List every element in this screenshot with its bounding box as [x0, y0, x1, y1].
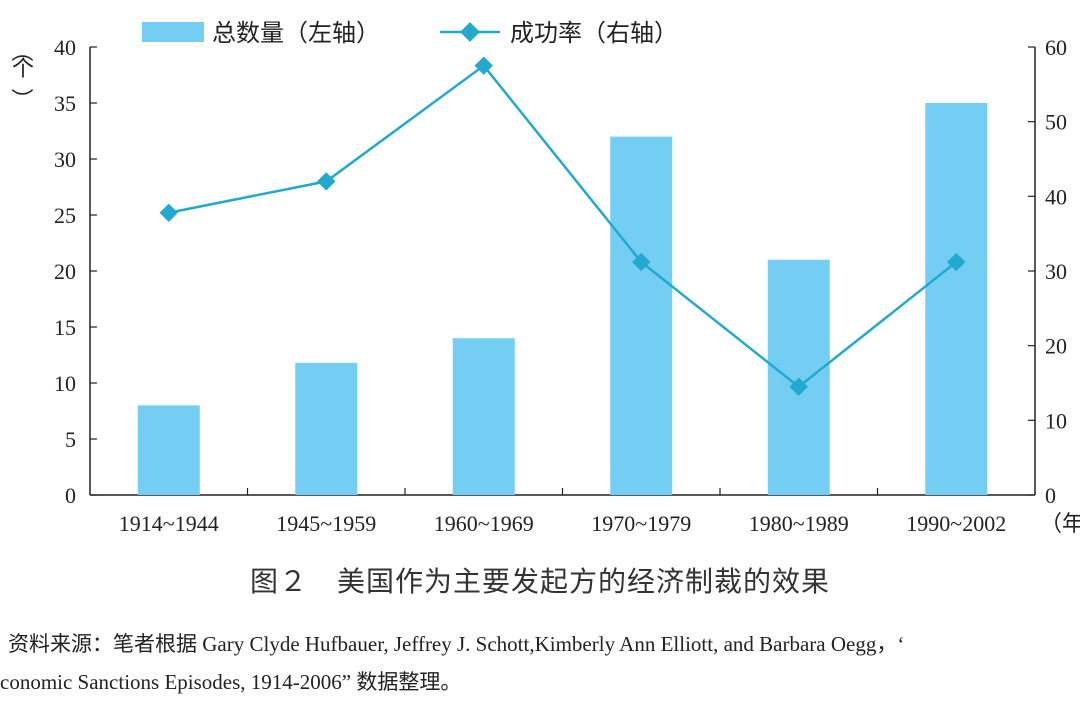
- y-left-tick-label: 5: [65, 427, 76, 452]
- x-tick-label: 1970~1979: [591, 511, 691, 536]
- y-left-unit-char-0: （: [8, 40, 33, 62]
- y-right-tick-label: 50: [1045, 110, 1067, 135]
- y-right-tick-label: 40: [1045, 184, 1067, 209]
- y-left-tick-label: 35: [54, 91, 76, 116]
- y-right-tick-label: 30: [1045, 259, 1067, 284]
- bar: [137, 405, 200, 495]
- line-point: [317, 172, 336, 191]
- y-left-unit: （ 个 ）: [8, 40, 34, 110]
- figure-caption: 图２ 美国作为主要发起方的经济制裁的效果: [249, 565, 830, 598]
- bar-series: [137, 103, 988, 495]
- legend-line-label: 成功率（右轴）: [510, 19, 678, 47]
- x-tick-label: 1990~2002: [906, 511, 1006, 536]
- y-left-tick-label: 25: [54, 203, 76, 228]
- y-right-tick-label: 20: [1045, 334, 1067, 359]
- axes: [89, 46, 1036, 496]
- x-tick-label: 1945~1959: [276, 511, 376, 536]
- legend: 总数量（左轴） 成功率（右轴）: [142, 19, 678, 47]
- y-left-tick-label: 10: [54, 371, 76, 396]
- y-right-tick-label: 60: [1045, 35, 1067, 60]
- line-point: [474, 56, 493, 75]
- x-unit-label: （年: [1040, 511, 1080, 536]
- y-left-tick-label: 0: [65, 483, 76, 508]
- y-left-tick-label: 30: [54, 147, 76, 172]
- source-note-line-2: conomic Sanctions Episodes, 1914-2006” 数…: [0, 670, 462, 694]
- chart: 总数量（左轴） 成功率（右轴） （ 个 ） 0 5 10 15 20 25 30 35 40 0 1…: [8, 19, 1080, 536]
- y-left-unit-char-1: 个: [12, 57, 34, 82]
- tick-labels: 0 5 10 15 20 25 30 35 40 0 10 20 30 40 50 60 1914~1944 19…: [54, 35, 1080, 536]
- bar: [767, 259, 830, 495]
- y-right-tick-label: 10: [1045, 408, 1067, 433]
- legend-bar-label: 总数量（左轴）: [212, 19, 380, 47]
- success-rate-line: [168, 63, 958, 389]
- y-left-unit-char-2: ）: [8, 88, 33, 110]
- line-series: [159, 56, 966, 396]
- x-tick-label: 1914~1944: [119, 511, 219, 536]
- x-tick-label: 1980~1989: [749, 511, 849, 536]
- bar: [925, 103, 988, 495]
- bar: [295, 362, 358, 495]
- y-right-tick-label: 0: [1045, 483, 1056, 508]
- bar: [610, 136, 673, 495]
- line-point: [159, 203, 178, 222]
- legend-line-marker: [460, 22, 480, 42]
- legend-bar-swatch: [142, 22, 204, 42]
- bar: [452, 338, 515, 495]
- y-left-tick-label: 40: [54, 35, 76, 60]
- x-tick-label: 1960~1969: [434, 511, 534, 536]
- y-left-tick-label: 15: [54, 315, 76, 340]
- y-left-tick-label: 20: [54, 259, 76, 284]
- source-note-line-1: 资料来源：笔者根据 Gary Clyde Hufbauer, Jeffrey J…: [8, 632, 905, 656]
- line-point: [789, 377, 808, 396]
